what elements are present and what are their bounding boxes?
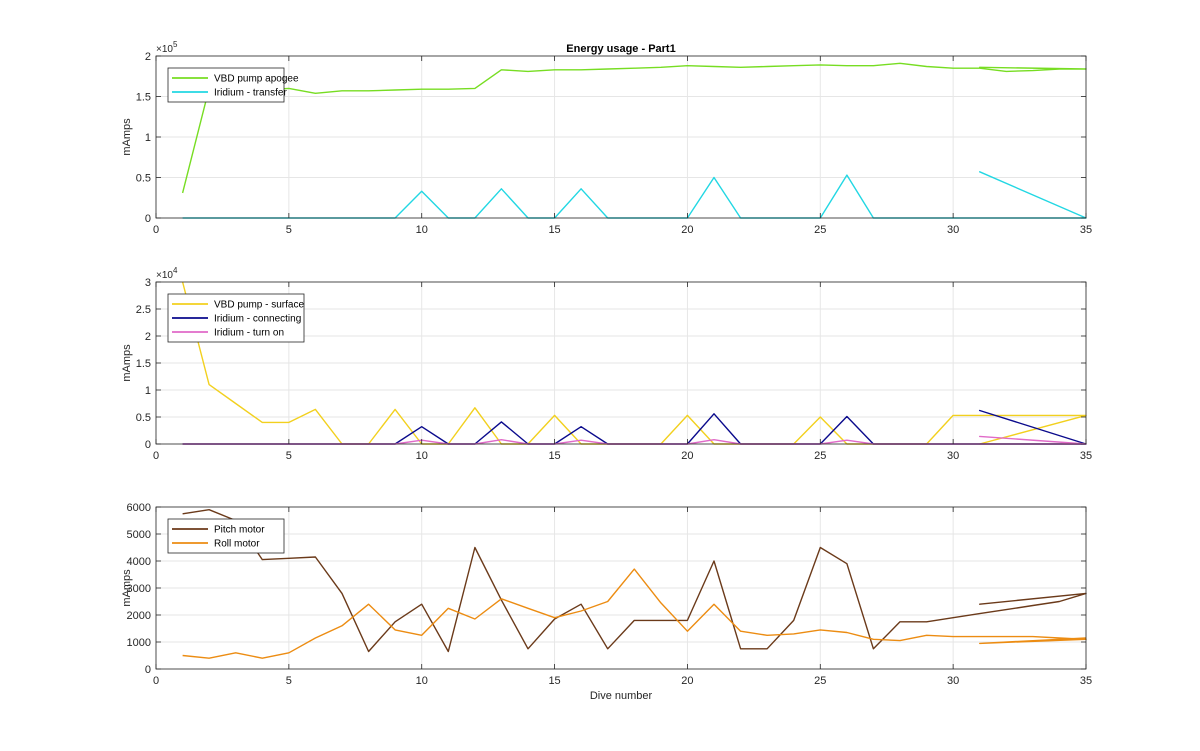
subplot-3: 0 5 10 15 20 25 30 35 0 1000 2000 3000 4000 5000 6000 m… xyxy=(121,502,1092,702)
x-tick-label: 25 xyxy=(814,450,826,462)
x-tick-label: 5 xyxy=(286,224,292,236)
legend-box xyxy=(167,67,285,103)
x-tick-label: 0 xyxy=(153,450,159,462)
x-tick-label: 35 xyxy=(1080,224,1092,236)
subplot-1: 0 5 10 15 20 25 30 35 0 0.5 1 1.5 2 ×105 Energy usage … xyxy=(121,40,1092,236)
y-axis-label: mAmps xyxy=(121,344,133,382)
x-tick-label: 10 xyxy=(416,450,428,462)
y-tick-label: 0 xyxy=(145,439,151,451)
x-tick-label: 15 xyxy=(548,450,560,462)
y-tick-label: 2000 xyxy=(127,610,151,622)
x-tick-label: 20 xyxy=(681,450,693,462)
x-tick-label: 10 xyxy=(416,675,428,687)
legend-label: VBD pump - surface xyxy=(214,300,304,311)
y-tick-label: 2.5 xyxy=(136,304,151,316)
x-tick-label: 5 xyxy=(286,450,292,462)
x-tick-label: 25 xyxy=(814,224,826,236)
y-tick-label: 4000 xyxy=(127,556,151,568)
y-tick-label: 1000 xyxy=(127,637,151,649)
y-tick-label: 6000 xyxy=(127,502,151,514)
x-tick-label: 20 xyxy=(681,224,693,236)
y-tick-label: 2 xyxy=(145,51,151,63)
x-tick-label: 30 xyxy=(947,450,959,462)
y-tick-label: 1 xyxy=(145,385,151,397)
x-tick-label: 30 xyxy=(947,224,959,236)
y-tick-label: 3 xyxy=(145,277,151,289)
y-tick-label: 0.5 xyxy=(136,173,151,185)
x-tick-label: 20 xyxy=(681,675,693,687)
y-tick-label: 3000 xyxy=(127,583,151,595)
series-line-2 xyxy=(182,568,1087,659)
x-tick-label: 30 xyxy=(947,675,959,687)
legend: VBD pump - surface Iridium - connecting Ir… xyxy=(167,293,304,343)
x-tick-label: 15 xyxy=(548,675,560,687)
legend-label: Iridium - connecting xyxy=(214,314,301,325)
subplot-2: 0 5 10 15 20 25 30 35 0 0.5 1 1.5 2 2.5 3 ×104 mAmps VBD … xyxy=(121,266,1092,462)
series-line-1 xyxy=(181,62,1087,194)
chart-title: Energy usage - Part1 xyxy=(566,43,675,55)
x-tick-label: 10 xyxy=(416,224,428,236)
y-tick-label: 1.5 xyxy=(136,358,151,370)
y-tick-label: 1.5 xyxy=(136,92,151,104)
series-line-1 xyxy=(182,509,1087,653)
x-tick-label: 35 xyxy=(1080,450,1092,462)
y-axis-label: mAmps xyxy=(121,569,133,607)
x-tick-label: 25 xyxy=(814,675,826,687)
y-tick-label: 5000 xyxy=(127,529,151,541)
y-tick-label: 0 xyxy=(145,664,151,676)
x-tick-label: 5 xyxy=(286,675,292,687)
x-tick-label: 15 xyxy=(548,224,560,236)
x-tick-label: 0 xyxy=(153,224,159,236)
y-exponent-label: ×104 xyxy=(156,266,178,281)
legend: VBD pump apogee Iridium - transfer xyxy=(167,67,299,103)
y-tick-label: 0.5 xyxy=(136,412,151,424)
x-tick-label: 0 xyxy=(153,675,159,687)
legend-label: Roll motor xyxy=(214,539,260,550)
legend: Pitch motor Roll motor xyxy=(167,518,285,554)
y-tick-label: 2 xyxy=(145,331,151,343)
legend-label: Iridium - transfer xyxy=(214,88,287,99)
legend-box xyxy=(167,518,285,554)
legend-label: VBD pump apogee xyxy=(214,74,299,85)
x-axis-label: Dive number xyxy=(590,690,653,702)
x-tick-label: 35 xyxy=(1080,675,1092,687)
legend-label: Iridium - turn on xyxy=(214,328,284,339)
y-exponent-label: ×105 xyxy=(156,40,178,55)
y-tick-label: 0 xyxy=(145,213,151,225)
y-tick-label: 1 xyxy=(145,132,151,144)
legend-label: Pitch motor xyxy=(214,525,265,536)
y-axis-label: mAmps xyxy=(121,118,133,156)
